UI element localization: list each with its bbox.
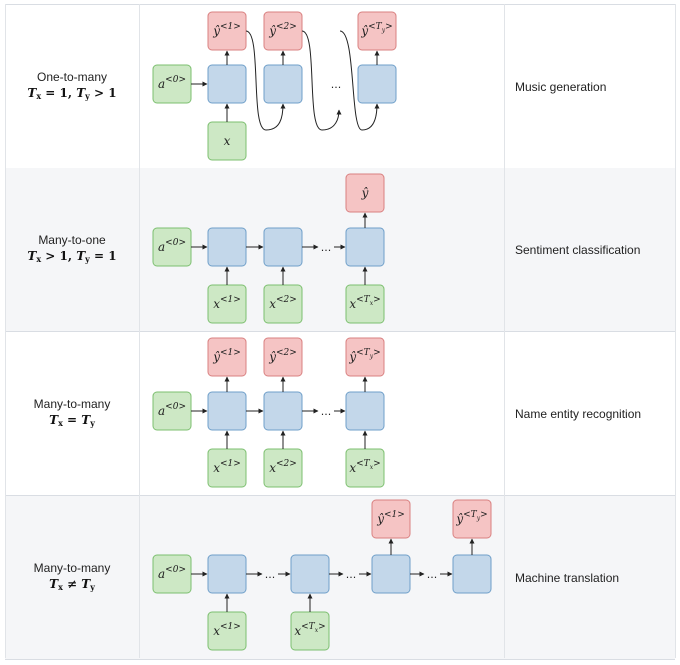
ellipsis: ... <box>321 405 332 418</box>
hidden-state-box <box>208 392 246 430</box>
application-label: Sentiment classification <box>505 168 675 331</box>
hidden-state-box <box>346 392 384 430</box>
hidden-state-box <box>208 555 246 593</box>
table-border-right <box>675 4 676 658</box>
ellipsis: ... <box>331 78 342 91</box>
application-label: Machine translation <box>505 496 675 659</box>
rnn-type-label: Many-to-one <box>38 232 105 248</box>
hidden-state-box <box>208 65 246 103</box>
rnn-type-cell: Many-to-one Tx > 1, Ty = 1 <box>5 168 139 331</box>
table-border-left <box>5 4 6 658</box>
hidden-state-box <box>264 392 302 430</box>
output-box-label: ŷ <box>361 186 369 200</box>
hidden-state-box <box>208 228 246 266</box>
ellipsis: ... <box>346 568 357 581</box>
column-divider <box>504 4 505 658</box>
rnn-formula: Tx ≠ Ty <box>49 576 95 595</box>
rnn-diagrams: a<0>ŷ<1> ŷ<2> ŷ<Ty>x...a<0>ŷx<1> x<2> x<Tx>.… <box>140 4 500 658</box>
input-box-label: x <box>224 134 231 148</box>
rnn-type-cell: One-to-many Tx = 1, Ty > 1 <box>5 5 139 168</box>
ellipsis: ... <box>265 568 276 581</box>
hidden-state-box <box>264 65 302 103</box>
hidden-state-box <box>264 228 302 266</box>
hidden-state-box <box>358 65 396 103</box>
rnn-formula: Tx = 1, Ty > 1 <box>27 85 116 104</box>
hidden-state-box <box>453 555 491 593</box>
hidden-state-box <box>372 555 410 593</box>
ellipsis: ... <box>427 568 438 581</box>
rnn-type-cell: Many-to-many Tx = Ty <box>5 332 139 495</box>
hidden-state-box <box>291 555 329 593</box>
rnn-type-cell: Many-to-many Tx ≠ Ty <box>5 496 139 659</box>
ellipsis: ... <box>321 241 332 254</box>
rnn-formula: Tx > 1, Ty = 1 <box>27 248 116 267</box>
application-label: Name entity recognition <box>505 332 675 495</box>
rnn-type-label: Many-to-many <box>34 560 111 576</box>
rnn-formula: Tx = Ty <box>49 412 95 431</box>
application-label: Music generation <box>505 5 675 168</box>
rnn-type-label: Many-to-many <box>34 396 111 412</box>
rnn-type-label: One-to-many <box>37 69 107 85</box>
hidden-state-box <box>346 228 384 266</box>
